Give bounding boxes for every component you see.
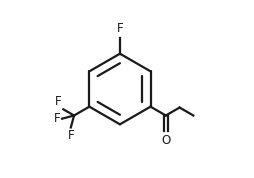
Text: F: F [117,22,123,35]
Text: O: O [161,134,170,147]
Text: F: F [54,112,60,125]
Text: F: F [55,95,62,108]
Text: F: F [68,129,74,142]
